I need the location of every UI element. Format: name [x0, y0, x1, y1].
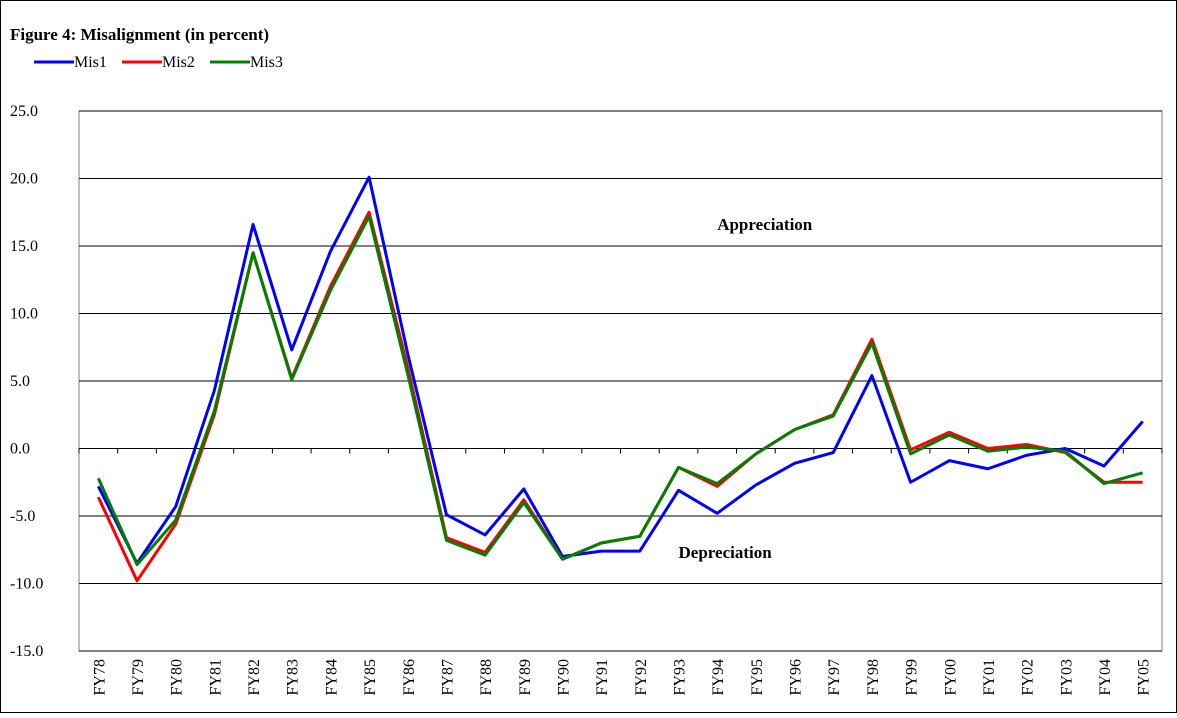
legend-label: Mis1 [74, 54, 107, 71]
x-tick-label: FY05 [1136, 659, 1153, 695]
x-tick-label: FY03 [1058, 659, 1075, 695]
y-tick-label: -10.0 [10, 576, 43, 593]
x-tick-label: FY93 [672, 659, 689, 695]
x-tick-label: FY04 [1097, 659, 1114, 695]
x-tick-label: FY87 [439, 659, 456, 695]
y-tick-label: 0.0 [10, 441, 30, 458]
x-tick-label: FY99 [904, 659, 921, 695]
y-tick-label: -15.0 [10, 643, 43, 660]
y-tick-label: 25.0 [10, 103, 38, 120]
series-line [96, 175, 1144, 565]
legend-label: Mis2 [162, 54, 195, 71]
x-tick-label: FY80 [169, 659, 186, 695]
x-tick-label: FY88 [478, 659, 495, 695]
x-tick-label: FY02 [1020, 659, 1037, 695]
y-tick-label: -5.0 [10, 508, 35, 525]
x-tick-label: FY83 [285, 659, 302, 695]
x-tick-label: FY89 [517, 659, 534, 695]
x-tick-label: FY86 [401, 659, 418, 695]
annotation: Depreciation [679, 543, 773, 562]
x-tick-label: FY79 [130, 659, 147, 695]
x-tick-label: FY95 [749, 659, 766, 695]
x-tick-label: FY01 [981, 659, 998, 695]
chart-title: Figure 4: Misalignment (in percent) [10, 25, 269, 44]
y-tick-label: 20.0 [10, 171, 38, 188]
x-tick-label: FY98 [865, 659, 882, 695]
x-tick-label: FY92 [633, 659, 650, 695]
series-line [96, 214, 1144, 567]
x-tick-label: FY97 [826, 659, 843, 695]
annotation: Appreciation [717, 215, 813, 234]
x-tick-label: FY81 [207, 659, 224, 695]
x-tick-label: FY00 [942, 659, 959, 695]
x-tick-label: FY94 [710, 659, 727, 695]
legend-label: Mis3 [250, 54, 283, 71]
y-tick-label: 10.0 [10, 306, 38, 323]
x-tick-label: FY84 [323, 659, 340, 695]
x-tick-label: FY85 [362, 659, 379, 695]
y-tick-label: 5.0 [10, 373, 30, 390]
x-tick-label: FY90 [555, 659, 572, 695]
y-tick-label: 15.0 [10, 238, 38, 255]
x-tick-label: FY82 [246, 659, 263, 695]
x-tick-label: FY78 [91, 659, 108, 695]
x-tick-label: FY96 [788, 659, 805, 695]
x-tick-label: FY91 [594, 659, 611, 695]
